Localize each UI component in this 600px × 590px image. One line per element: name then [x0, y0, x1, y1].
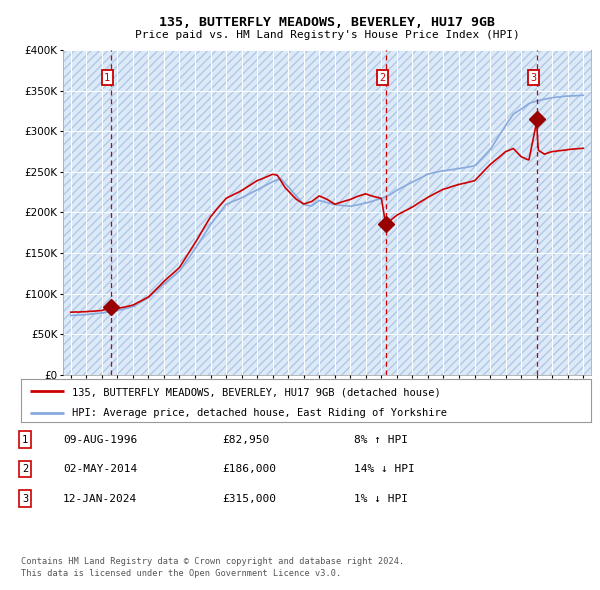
- Text: 09-AUG-1996: 09-AUG-1996: [63, 435, 137, 444]
- Text: 3: 3: [530, 73, 536, 83]
- Text: 3: 3: [22, 494, 28, 503]
- Text: 02-MAY-2014: 02-MAY-2014: [63, 464, 137, 474]
- Text: £315,000: £315,000: [222, 494, 276, 503]
- Text: 1: 1: [104, 73, 110, 83]
- Text: Contains HM Land Registry data © Crown copyright and database right 2024.: Contains HM Land Registry data © Crown c…: [21, 557, 404, 566]
- Text: 8% ↑ HPI: 8% ↑ HPI: [354, 435, 408, 444]
- Text: 1: 1: [22, 435, 28, 444]
- Text: 2: 2: [22, 464, 28, 474]
- Text: 135, BUTTERFLY MEADOWS, BEVERLEY, HU17 9GB (detached house): 135, BUTTERFLY MEADOWS, BEVERLEY, HU17 9…: [73, 387, 441, 397]
- Text: 12-JAN-2024: 12-JAN-2024: [63, 494, 137, 503]
- Text: HPI: Average price, detached house, East Riding of Yorkshire: HPI: Average price, detached house, East…: [73, 408, 448, 418]
- Text: This data is licensed under the Open Government Licence v3.0.: This data is licensed under the Open Gov…: [21, 569, 341, 578]
- Text: 135, BUTTERFLY MEADOWS, BEVERLEY, HU17 9GB: 135, BUTTERFLY MEADOWS, BEVERLEY, HU17 9…: [159, 16, 495, 29]
- Text: Price paid vs. HM Land Registry's House Price Index (HPI): Price paid vs. HM Land Registry's House …: [134, 31, 520, 40]
- Text: £82,950: £82,950: [222, 435, 269, 444]
- Text: 14% ↓ HPI: 14% ↓ HPI: [354, 464, 415, 474]
- Text: £186,000: £186,000: [222, 464, 276, 474]
- Text: 1% ↓ HPI: 1% ↓ HPI: [354, 494, 408, 503]
- Text: 2: 2: [379, 73, 386, 83]
